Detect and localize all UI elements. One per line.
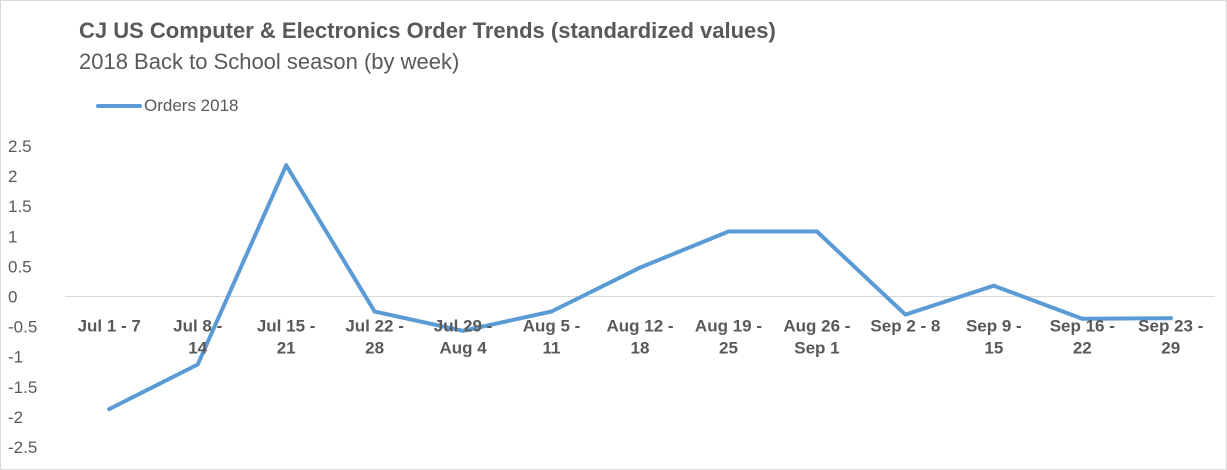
x-tick-label: 11 bbox=[543, 339, 561, 358]
x-tick-label: Jul 22 - bbox=[345, 317, 404, 336]
x-tick-label: Sep 1 bbox=[794, 339, 839, 358]
x-tick-label: Jul 1 - 7 bbox=[78, 317, 141, 336]
x-tick-label: Aug 5 - bbox=[523, 317, 581, 336]
data-point-orders-2018 bbox=[195, 362, 200, 367]
data-point-orders-2018 bbox=[107, 407, 112, 412]
data-point-orders-2018 bbox=[903, 312, 908, 317]
data-point-orders-2018 bbox=[284, 163, 289, 168]
x-tick-label: Aug 19 - bbox=[695, 317, 762, 336]
y-tick-label: 0 bbox=[8, 288, 17, 307]
x-tick-label: 22 bbox=[1073, 339, 1092, 358]
y-tick-label: -0.5 bbox=[8, 318, 37, 337]
x-tick-label: Sep 2 - 8 bbox=[870, 317, 940, 336]
y-tick-label: -1.5 bbox=[8, 378, 37, 397]
y-tick-label: 2 bbox=[8, 167, 17, 186]
y-axis: 2.5 2 1.5 1 0.5 0 -0.5 -1 -1.5 -2 -2.5 bbox=[8, 137, 37, 457]
x-tick-label: Aug 26 - bbox=[783, 317, 850, 336]
x-tick-label: 29 bbox=[1161, 339, 1180, 358]
x-tick-label: Aug 12 - bbox=[606, 317, 673, 336]
y-tick-label: -1 bbox=[8, 348, 23, 367]
data-point-orders-2018 bbox=[549, 309, 554, 314]
x-tick-label: Jul 29 - bbox=[434, 317, 493, 336]
data-point-orders-2018 bbox=[726, 229, 731, 234]
data-point-orders-2018 bbox=[461, 328, 466, 333]
x-tick-label: 21 bbox=[277, 339, 296, 358]
x-tick-label: 25 bbox=[719, 339, 738, 358]
x-tick-label: Aug 4 bbox=[439, 339, 487, 358]
data-point-orders-2018 bbox=[372, 309, 377, 314]
data-point-orders-2018 bbox=[638, 265, 642, 270]
data-point-orders-2018 bbox=[991, 283, 996, 288]
x-tick-label: 18 bbox=[631, 339, 650, 358]
legend-label-orders-2018: Orders 2018 bbox=[144, 96, 239, 115]
chart-subtitle: 2018 Back to School season (by week) bbox=[79, 49, 460, 74]
x-tick-label: Sep 16 - bbox=[1050, 317, 1115, 336]
x-axis: Jul 1 - 7 Jul 8 - 14 Jul 15 - 21 Jul 22 - 28 Ju… bbox=[78, 317, 1204, 358]
y-tick-label: -2.5 bbox=[8, 438, 37, 457]
chart-title: CJ US Computer & Electronics Order Trend… bbox=[79, 18, 776, 43]
series-line-orders-2018 bbox=[107, 163, 1173, 412]
y-tick-label: 2.5 bbox=[8, 137, 32, 156]
data-point-orders-2018 bbox=[1168, 316, 1173, 321]
data-point-orders-2018 bbox=[1080, 316, 1085, 321]
data-point-orders-2018 bbox=[814, 229, 819, 234]
y-tick-label: 0.5 bbox=[8, 257, 32, 276]
x-tick-label: Sep 23 - bbox=[1138, 317, 1203, 336]
y-tick-label: 1 bbox=[8, 227, 17, 246]
x-tick-label: 28 bbox=[365, 339, 384, 358]
x-tick-label: 15 bbox=[984, 339, 1003, 358]
legend: Orders 2018 bbox=[96, 96, 239, 116]
y-tick-label: 1.5 bbox=[8, 197, 32, 216]
x-tick-label: Sep 9 - bbox=[966, 317, 1022, 336]
legend-swatch-orders-2018 bbox=[96, 104, 142, 108]
y-tick-label: -2 bbox=[8, 408, 23, 427]
x-tick-label: Jul 15 - bbox=[257, 317, 316, 336]
x-tick-label: Jul 8 - bbox=[173, 317, 222, 336]
x-tick-label: 14 bbox=[188, 339, 207, 358]
